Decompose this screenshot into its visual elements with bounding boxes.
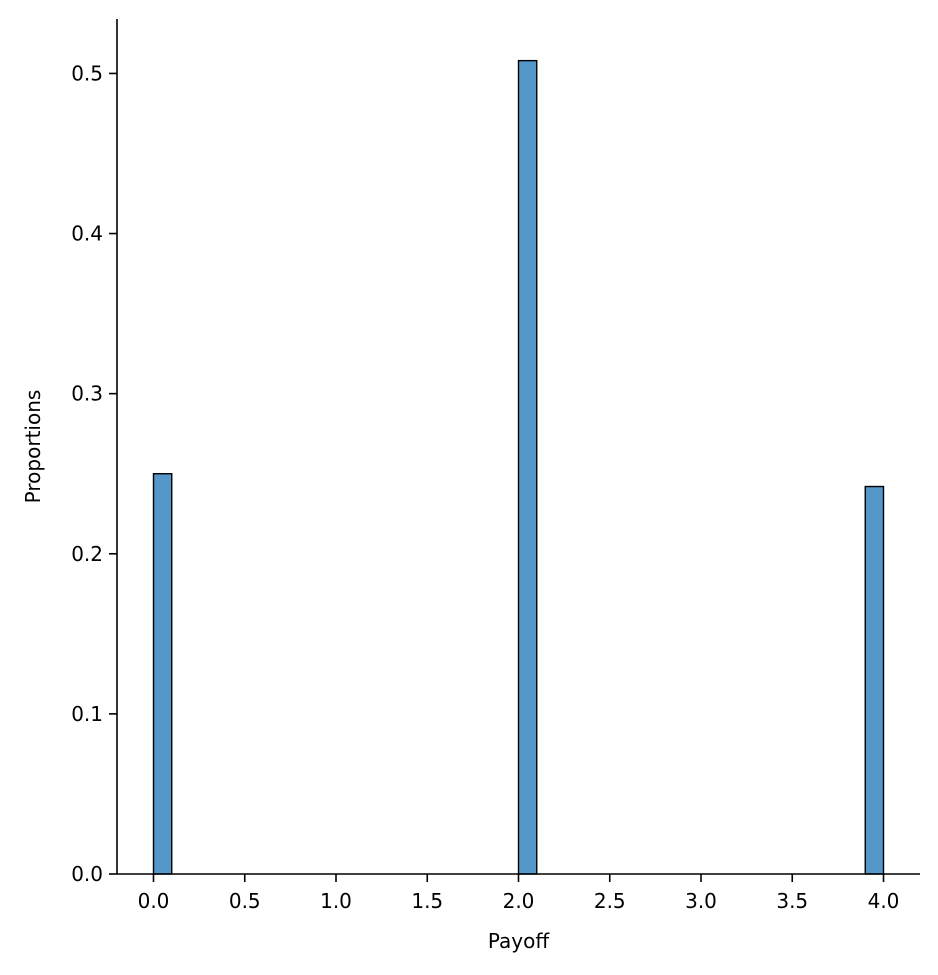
x-tick-label-7: 3.5 — [776, 889, 808, 913]
x-tick-label-2: 1.0 — [320, 889, 352, 913]
bar-1 — [517, 59, 538, 875]
x-axis-label: Payoff — [488, 929, 550, 953]
x-tick-label-4: 2.0 — [503, 889, 535, 913]
bars — [152, 59, 885, 875]
x-tick-label-3: 1.5 — [411, 889, 443, 913]
x-tick-label-6: 3.0 — [685, 889, 717, 913]
bar-2 — [864, 485, 885, 875]
y-tick-label-2: 0.2 — [71, 542, 103, 566]
x-tick-label-5: 2.5 — [594, 889, 626, 913]
y-tick-label-4: 0.4 — [71, 222, 103, 246]
y-tick-label-1: 0.1 — [71, 702, 103, 726]
x-ticks: 0.0 0.5 1.0 1.5 2.0 2.5 3.0 3.5 4.0 — [138, 874, 900, 913]
x-tick-label-0: 0.0 — [138, 889, 170, 913]
y-tick-label-3: 0.3 — [71, 382, 103, 406]
y-axis-label: Proportions — [21, 390, 45, 504]
x-tick-label-1: 0.5 — [229, 889, 261, 913]
y-tick-label-5: 0.5 — [71, 61, 103, 85]
y-ticks: 0.0 0.1 0.2 0.3 0.4 0.5 — [71, 61, 117, 886]
y-tick-label-0: 0.0 — [71, 862, 103, 886]
bar-0 — [152, 473, 173, 875]
x-tick-label-8: 4.0 — [868, 889, 900, 913]
